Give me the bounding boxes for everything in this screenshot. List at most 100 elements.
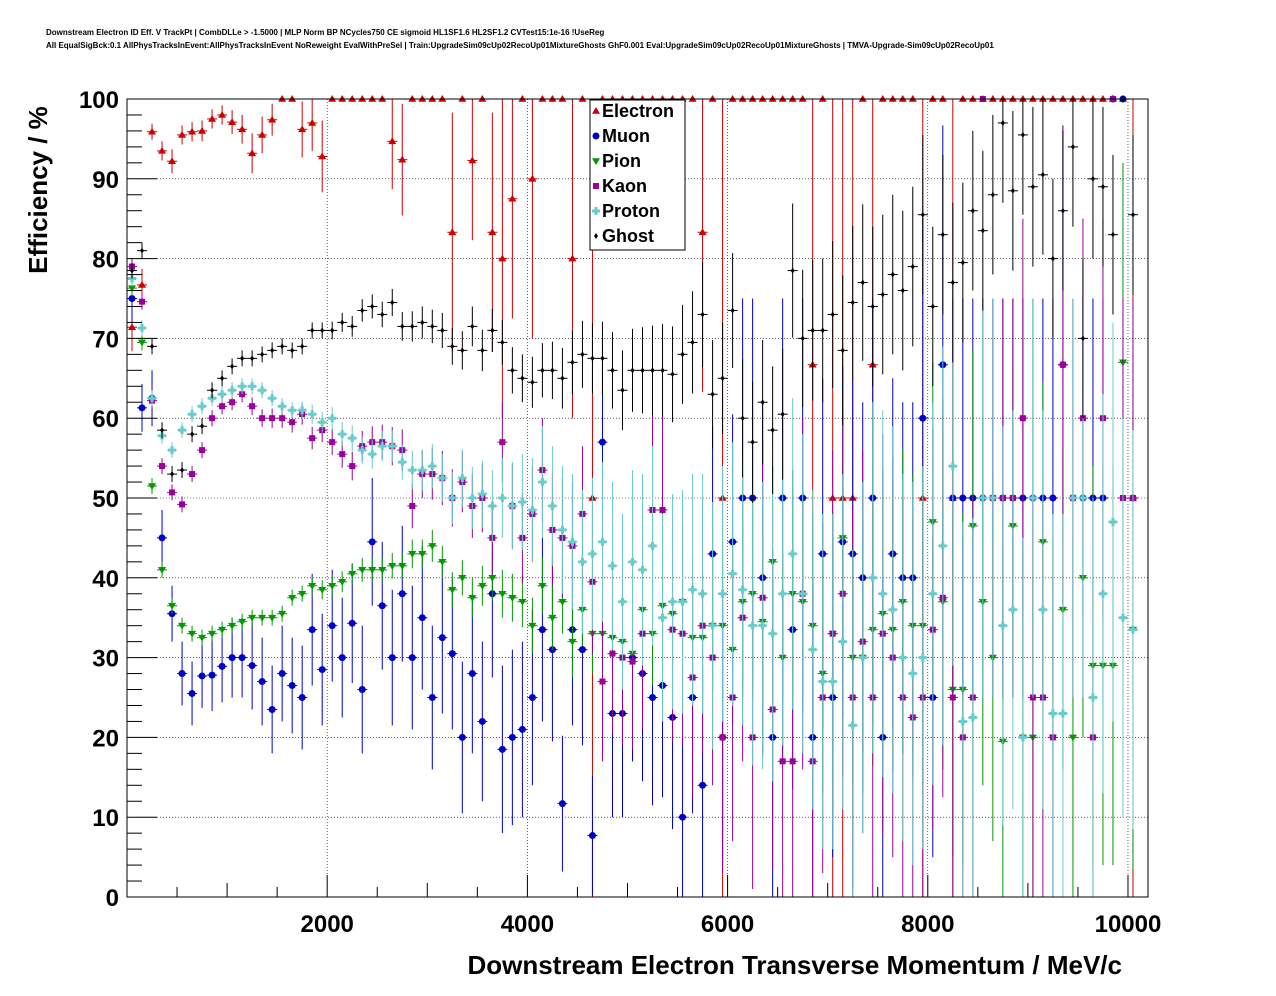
data-point — [1007, 410, 1018, 810]
data-point — [617, 350, 628, 431]
data-point — [517, 354, 528, 403]
marker — [1088, 95, 1097, 102]
y-tick-label: 0 — [106, 885, 119, 912]
marker — [348, 571, 357, 578]
y-tick-label: 30 — [92, 646, 119, 673]
data-point — [1127, 430, 1138, 830]
marker — [228, 654, 236, 662]
data-point — [627, 470, 638, 654]
marker — [198, 634, 207, 642]
marker — [159, 463, 166, 470]
data-point — [307, 322, 318, 339]
marker — [179, 501, 186, 508]
data-point — [577, 320, 588, 388]
data-point — [587, 775, 598, 896]
data-point — [347, 563, 358, 585]
series-ghost — [127, 96, 1138, 503]
data-point — [397, 103, 408, 216]
marker — [208, 630, 217, 638]
marker — [178, 130, 187, 138]
data-point — [157, 458, 168, 475]
data-point — [187, 122, 198, 142]
data-point — [257, 382, 268, 399]
data-point — [147, 390, 158, 407]
marker — [438, 474, 447, 483]
data-point — [557, 95, 568, 102]
data-point — [387, 430, 398, 463]
data-point — [387, 553, 398, 579]
marker — [279, 415, 286, 422]
marker — [680, 351, 685, 358]
data-point — [557, 347, 568, 409]
marker — [428, 462, 437, 471]
data-point — [717, 466, 728, 722]
marker — [588, 832, 596, 840]
marker — [198, 402, 207, 411]
marker — [788, 549, 797, 558]
data-point — [797, 434, 808, 754]
marker — [959, 494, 967, 502]
data-point — [707, 501, 718, 750]
marker — [970, 207, 975, 214]
marker — [808, 645, 817, 654]
marker — [1019, 415, 1026, 422]
marker — [718, 589, 727, 598]
data-point — [537, 557, 548, 614]
data-point — [347, 95, 358, 102]
marker — [1130, 211, 1135, 218]
legend-item-electron: Electron — [592, 101, 674, 121]
marker — [520, 375, 525, 382]
data-point — [407, 585, 418, 730]
marker — [870, 303, 875, 310]
data-point — [907, 186, 918, 347]
marker — [270, 347, 275, 354]
marker — [1080, 335, 1085, 342]
data-point — [757, 482, 768, 770]
data-point — [247, 350, 258, 367]
marker — [1098, 589, 1107, 598]
data-point — [497, 569, 508, 618]
data-point — [837, 474, 848, 810]
marker — [139, 298, 146, 305]
marker — [368, 567, 377, 574]
data-point — [157, 422, 168, 439]
header-line-1: Downstream Electron ID Eff. V TrackPt | … — [46, 28, 605, 37]
marker — [818, 95, 827, 102]
marker — [370, 303, 375, 310]
marker — [158, 567, 167, 574]
data-point — [207, 639, 218, 712]
marker — [190, 431, 195, 438]
marker — [298, 406, 307, 415]
marker — [358, 567, 367, 574]
data-point — [897, 210, 908, 371]
data-point — [277, 338, 288, 355]
data-point — [687, 291, 698, 394]
data-point — [677, 490, 688, 714]
marker — [420, 319, 425, 326]
marker — [148, 127, 157, 135]
data-point — [487, 308, 498, 352]
data-point — [807, 260, 818, 401]
data-point — [357, 625, 368, 754]
marker — [308, 626, 316, 634]
data-point — [227, 358, 238, 375]
legend-item-muon: Muon — [592, 126, 650, 146]
marker — [770, 427, 775, 434]
marker — [288, 682, 296, 690]
marker — [508, 594, 517, 602]
data-point — [437, 95, 448, 102]
marker — [328, 622, 336, 630]
data-point — [317, 411, 328, 433]
marker — [358, 446, 367, 455]
data-point — [137, 293, 148, 310]
marker — [418, 614, 426, 622]
marker — [320, 327, 325, 334]
data-point — [367, 478, 378, 606]
data-point — [197, 418, 208, 435]
data-point — [237, 378, 248, 395]
data-point — [447, 112, 458, 352]
marker — [640, 367, 645, 374]
data-point — [1077, 95, 1088, 102]
data-point — [177, 617, 188, 634]
data-point — [187, 625, 198, 642]
